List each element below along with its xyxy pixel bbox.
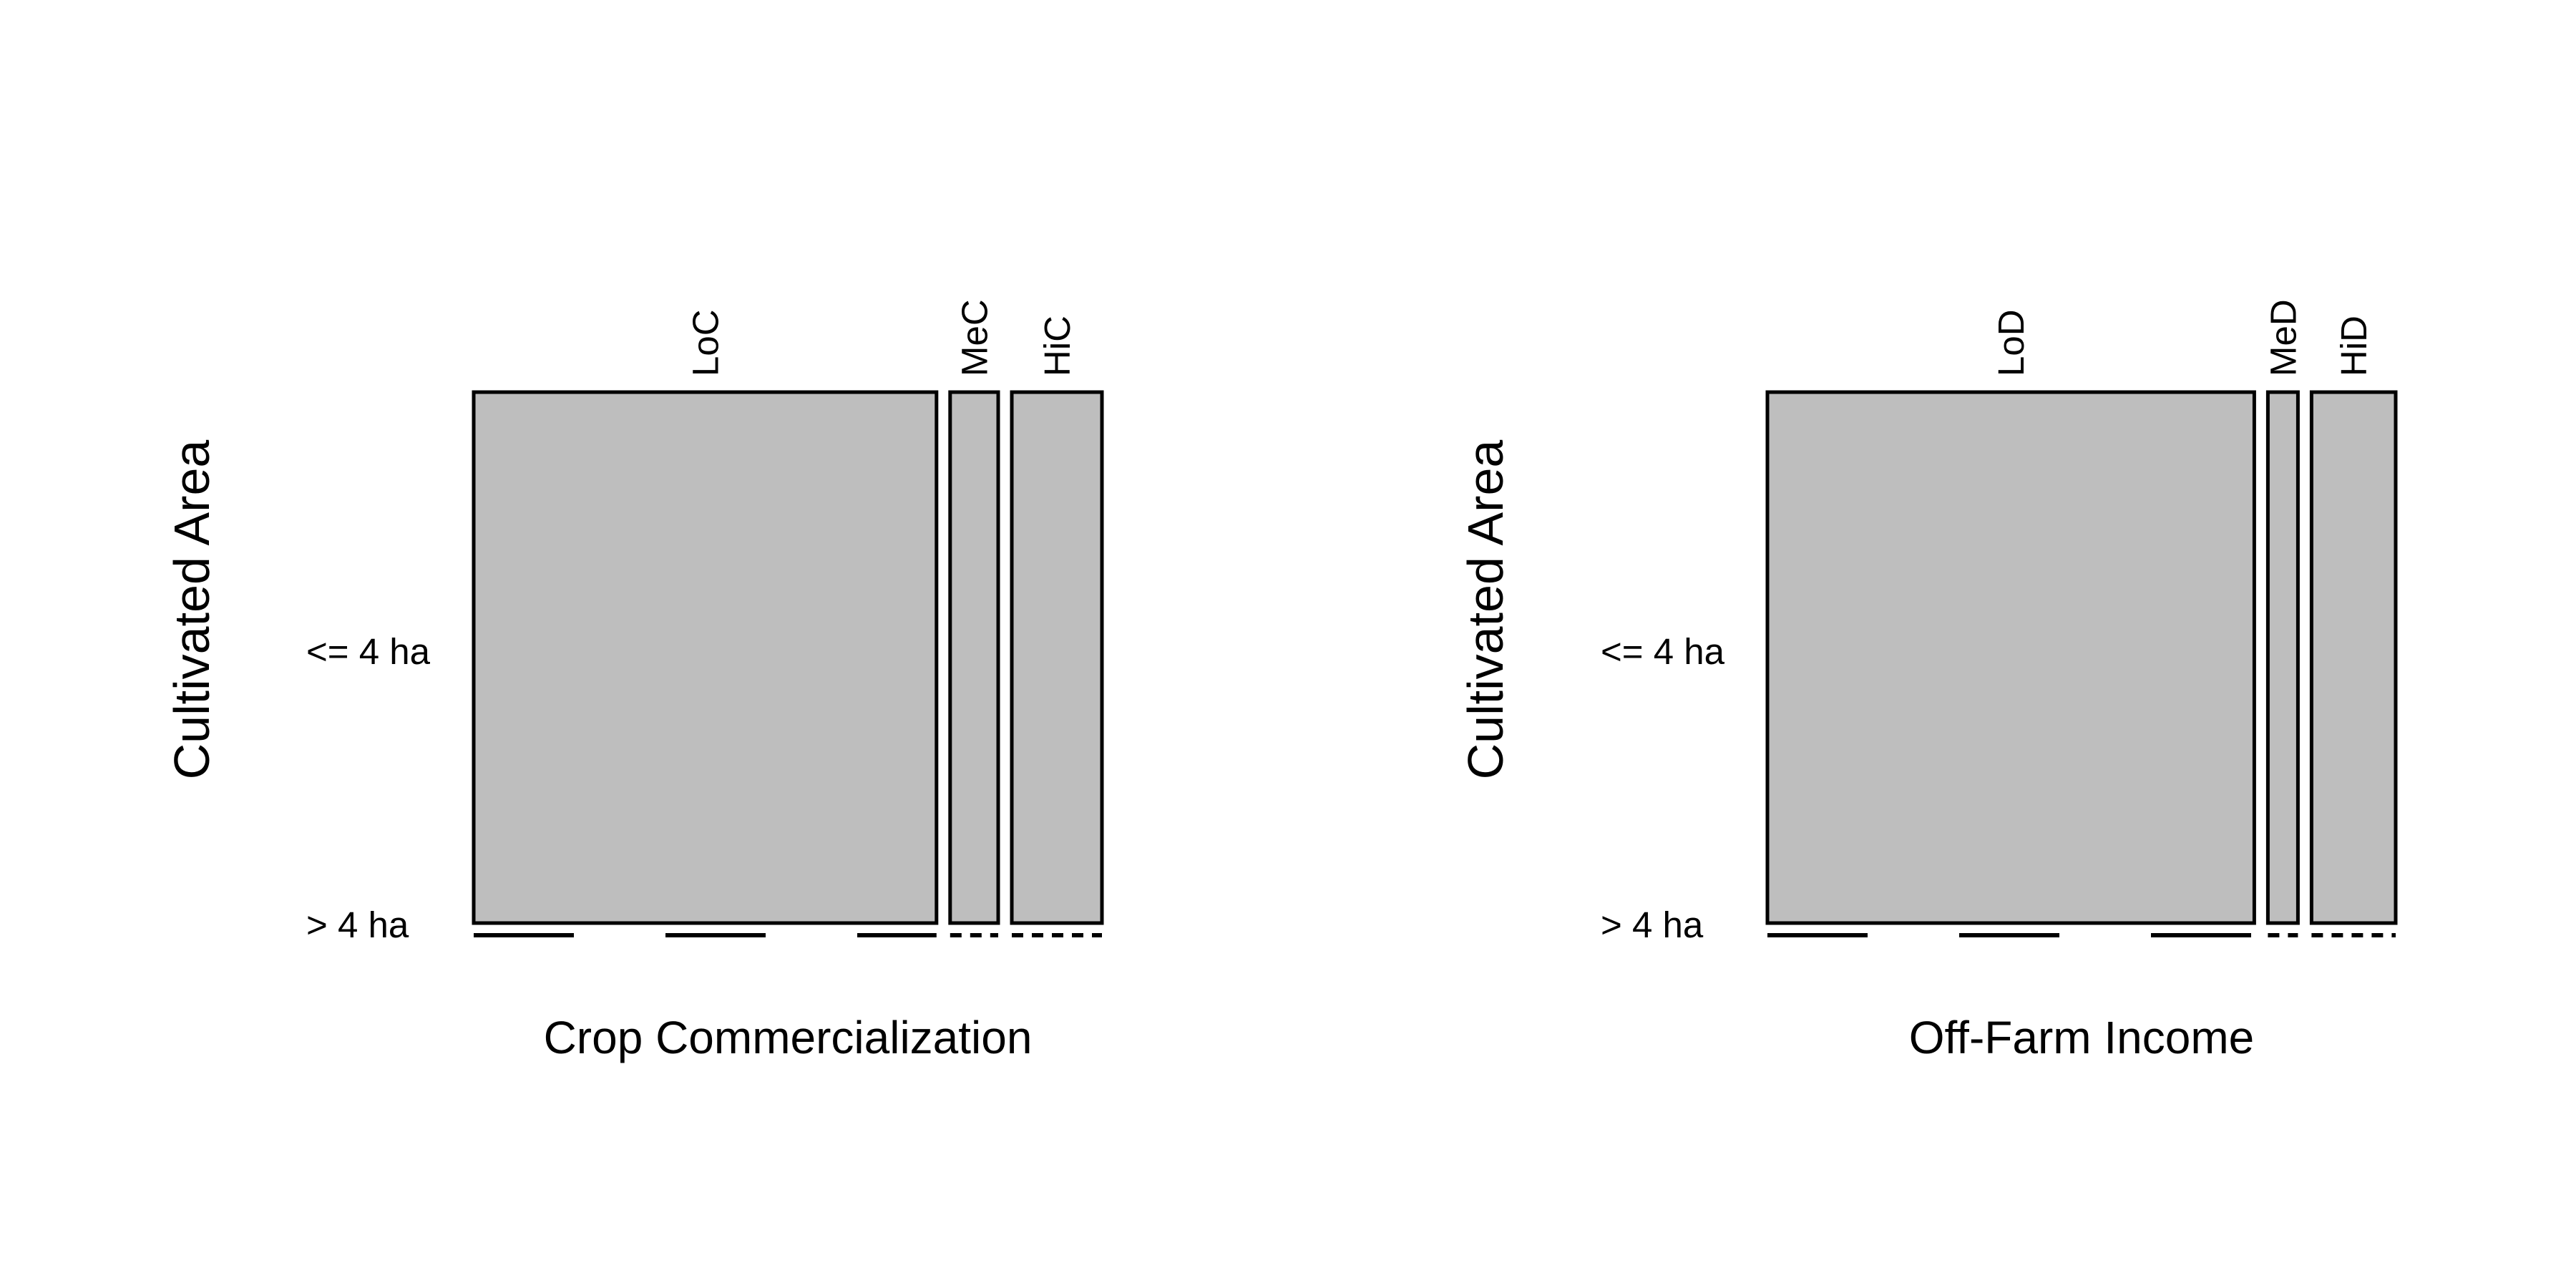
mosaic-tile: [1010, 390, 1104, 925]
mosaic-tile: [2309, 390, 2398, 925]
mosaic-tile: [948, 390, 1000, 925]
y-axis-title: Cultivated Area: [164, 440, 220, 780]
row-label: > 4 ha: [306, 904, 409, 945]
row-label: <= 4 ha: [306, 631, 431, 672]
column-label: MeD: [2263, 299, 2303, 376]
row-label: <= 4 ha: [1601, 631, 1725, 672]
column-label: HiD: [2333, 316, 2374, 376]
mosaic-tile: [2265, 390, 2300, 925]
row-label: > 4 ha: [1601, 904, 1704, 945]
y-axis-title: Cultivated Area: [1458, 440, 1513, 780]
column-label: HiC: [1037, 316, 1078, 376]
column-label: LoD: [1991, 309, 2031, 376]
x-axis-title: Crop Commercialization: [544, 1012, 1033, 1063]
column-label: LoC: [685, 309, 726, 376]
x-axis-title: Off-Farm Income: [1909, 1012, 2254, 1063]
mosaic-tile: [1765, 390, 2256, 925]
column-label: MeC: [954, 299, 995, 376]
mosaic-tile: [472, 390, 939, 925]
